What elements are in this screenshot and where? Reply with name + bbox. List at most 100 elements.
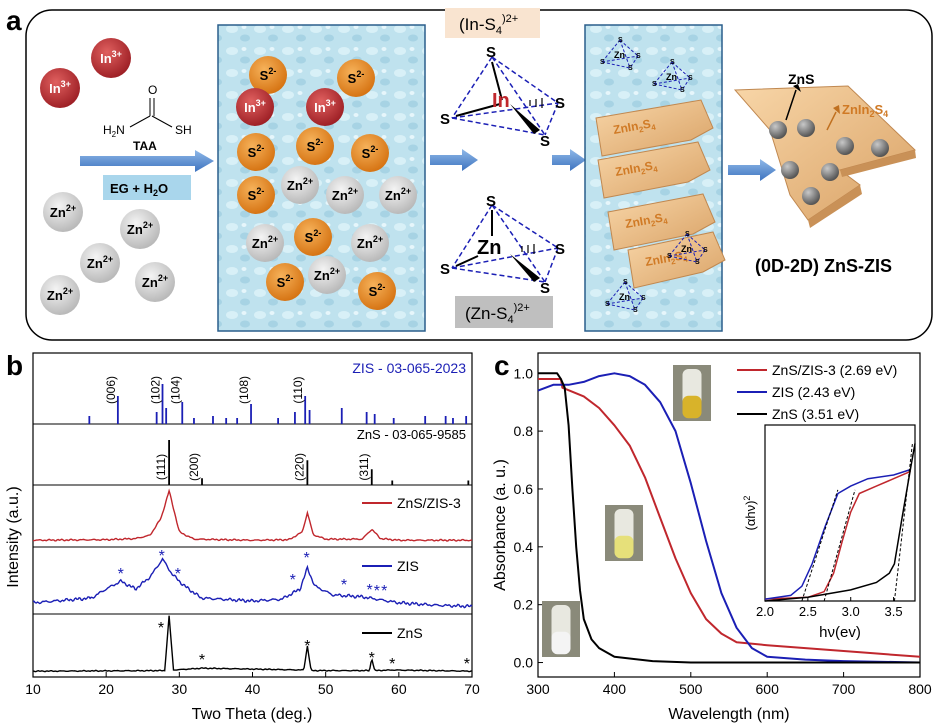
uv-legend-label: ZnS (3.51 eV)	[772, 406, 859, 422]
zns-nanoparticle	[836, 137, 854, 155]
s-ion: S2-	[296, 127, 334, 165]
zns-nanoparticle	[781, 161, 799, 179]
svg-text:Zn2+: Zn2+	[357, 234, 383, 251]
zn-ion: Zn2+	[281, 166, 319, 204]
svg-text:S: S	[670, 59, 675, 66]
taa-molecule: O H2N SH TAA	[103, 83, 192, 153]
zis-peak-index: (104)	[168, 376, 182, 404]
zn-s4-tetrahedron: S S S S Zn	[440, 193, 565, 297]
svg-text:S2-: S2-	[248, 186, 265, 203]
inset-xlabel: hν(ev)	[819, 624, 861, 641]
uv-x-tick-label: 500	[679, 681, 703, 697]
reaction-arrow-4	[728, 159, 776, 181]
xrd-x-tick-label: 30	[172, 681, 188, 697]
tauc-tangent	[801, 489, 839, 602]
in-ion: In3+	[306, 88, 344, 126]
s-ion: S2-	[294, 218, 332, 256]
uv-y-tick-label: 1.0	[514, 365, 534, 381]
uv-spectrum-0	[538, 378, 921, 658]
in-s4-tetrahedron: S S S S In	[440, 44, 565, 150]
zns-peak-star: *	[199, 652, 205, 669]
svg-text:S: S	[555, 95, 565, 112]
zn-ion: Zn2+	[308, 256, 346, 294]
zns-peak-index: (111)	[154, 454, 168, 480]
uv-y-tick-label: 0.4	[514, 539, 534, 555]
svg-text:Zn: Zn	[614, 50, 625, 60]
uv-x-tick-label: 700	[832, 681, 856, 697]
svg-text:S2-: S2-	[260, 66, 277, 83]
svg-text:Zn2+: Zn2+	[287, 176, 313, 193]
uv-y-tick-label: 0.6	[514, 481, 534, 497]
zn-s4-label: (Zn-S4)2+	[465, 302, 530, 326]
zis-peak-star: *	[366, 582, 372, 599]
znin2s4-label: ZnIn2S4	[842, 102, 888, 119]
uv-xlabel: Wavelength (nm)	[668, 706, 789, 723]
in-ion: In3+	[40, 68, 80, 108]
svg-text:S: S	[641, 295, 646, 302]
zns-nanoparticle	[821, 163, 839, 181]
s-ion: S2-	[266, 263, 304, 301]
svg-text:ZnIn2S4: ZnIn2S4	[624, 210, 669, 233]
xrd-pattern-zis	[32, 557, 473, 609]
svg-text:Zn2+: Zn2+	[314, 266, 340, 283]
svg-text:Zn: Zn	[477, 237, 501, 259]
xrd-legend-label: ZIS	[397, 558, 419, 574]
s-ion: S2-	[249, 56, 287, 94]
zn-ion: Zn2+	[379, 176, 417, 214]
svg-text:S: S	[628, 65, 633, 72]
svg-text:ZnIn2S4: ZnIn2S4	[614, 158, 659, 181]
svg-text:S: S	[680, 87, 685, 94]
zns-peak-star: *	[464, 656, 470, 673]
zis-peak-star: *	[341, 577, 347, 594]
xrd-legend-label: ZnS/ZIS-3	[397, 495, 461, 511]
xrd-xlabel: Two Theta (deg.)	[192, 706, 313, 723]
s-ion: S2-	[237, 133, 275, 171]
zns-label: ZnS	[788, 71, 814, 87]
s-ion: S2-	[351, 134, 389, 172]
zn-ion: Zn2+	[351, 224, 389, 262]
zn-ion: Zn2+	[40, 275, 80, 315]
zis-peak-star: *	[290, 572, 296, 589]
zns-peak-star: *	[389, 656, 395, 673]
svg-text:Zn2+: Zn2+	[87, 254, 113, 271]
svg-text:S: S	[486, 44, 496, 61]
znin2s4-sheet: ZnIn2S4	[597, 141, 711, 199]
in-ion: In3+	[236, 88, 274, 126]
inset-x-tick-label: 3.5	[885, 604, 903, 619]
product-sheet	[733, 84, 916, 228]
svg-text:S2-: S2-	[348, 69, 365, 86]
svg-text:Zn2+: Zn2+	[332, 186, 358, 203]
uv-x-tick-label: 600	[756, 681, 780, 697]
tauc-tangent	[823, 489, 856, 602]
svg-text:S: S	[688, 75, 693, 82]
svg-text:S: S	[605, 301, 610, 308]
uv-spectrum-1	[537, 372, 921, 664]
zns-peak-index: (200)	[187, 453, 201, 481]
svg-text:S: S	[540, 133, 550, 150]
zns-peak-star: *	[158, 620, 164, 637]
solvent-label: EG + H2O	[110, 181, 168, 198]
reaction-arrow-1	[80, 150, 214, 172]
svg-text:S: S	[652, 81, 657, 88]
zis-peak-index: (110)	[291, 376, 305, 403]
svg-text:S: S	[440, 261, 450, 278]
uv-ylabel: Absorbance (a. u.)	[492, 459, 509, 591]
svg-text:S2-: S2-	[369, 282, 386, 299]
svg-text:In3+: In3+	[100, 49, 122, 66]
initial-ions: In3+ In3+ Zn2+ Zn2+ Zn2+ Zn2+ Zn2+	[40, 38, 175, 315]
zis-peak-star: *	[175, 566, 181, 583]
zns-zis-vial-photo	[673, 365, 711, 421]
solvent-box	[103, 175, 191, 200]
solution-ions: S2- S2- In3+ In3+ S2- S2- S2- S2- Zn2+ Zn2+ Zn2+ Zn…	[236, 56, 417, 310]
panel-a-label: a	[6, 5, 22, 36]
zis-ref-label: ZIS - 03-065-2023	[352, 360, 466, 376]
svg-text:S: S	[600, 59, 605, 66]
uv-y-tick-label: 0.2	[514, 597, 534, 613]
svg-text:S: S	[685, 231, 690, 238]
xrd-pattern-zns	[32, 615, 473, 673]
svg-text:In3+: In3+	[314, 98, 336, 115]
zn-s4-box	[455, 296, 553, 328]
zns-nanoparticle	[802, 187, 820, 205]
